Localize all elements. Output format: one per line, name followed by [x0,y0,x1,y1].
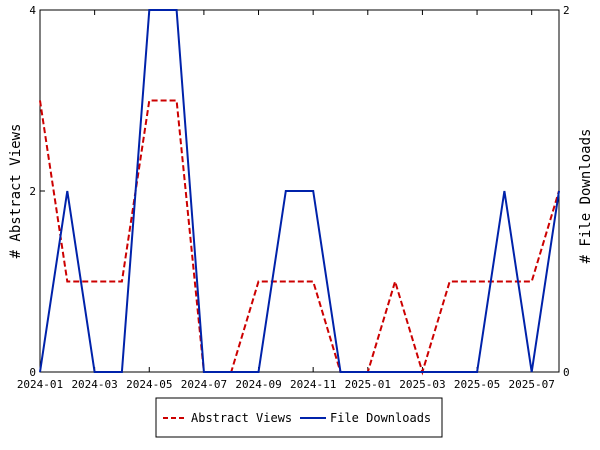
series-line-file-downloads [39,9,560,373]
x-tick-label: 2024-01 [17,378,63,391]
x-tick-label: 2024-09 [235,378,281,391]
x-tick-label: 2025-05 [454,378,500,391]
x-axis-ticks: 2024-01 2024-03 2024-05 2024-07 2024-09 2024-… [17,10,555,391]
legend-label-file-downloads: File Downloads [330,411,431,425]
series-line-abstract-views [39,99,560,376]
y-axis-title: # Abstract Views [8,124,24,259]
x-tick-label: 2024-03 [71,378,117,391]
y2-tick-label: 2 [563,4,570,17]
x-tick-label: 2025-03 [399,378,445,391]
x-tick-label: 2025-07 [509,378,555,391]
y2-axis-title: # File Downloads [578,129,594,264]
y-tick-label: 2 [29,185,36,198]
x-tick-label: 2024-07 [181,378,227,391]
series-layer [39,9,560,376]
y-tick-label: 0 [29,366,36,379]
x-tick-label: 2024-05 [126,378,172,391]
x-tick-label: 2025-01 [345,378,391,391]
legend-label-abstract-views: Abstract Views [191,411,292,425]
legend-box [155,397,443,438]
x-tick-label: 2024-11 [290,378,336,391]
legend: Abstract Views File Downloads [155,397,443,438]
y2-tick-label: 0 [563,366,570,379]
y-tick-label: 4 [29,4,36,17]
